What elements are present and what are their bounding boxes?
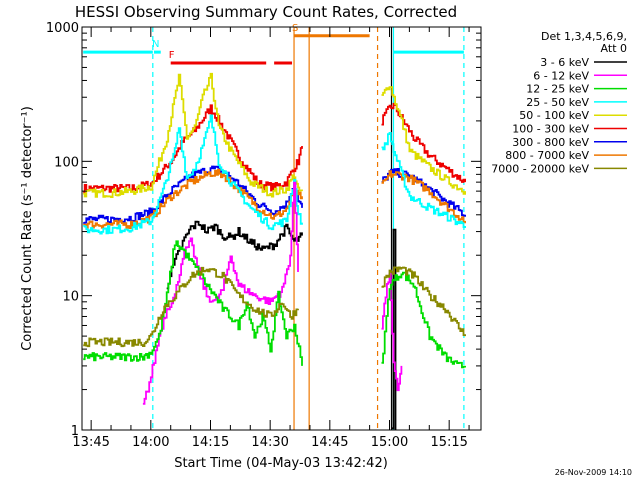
axes: 1 10 100 1000 13:45 14:00 14:15 14:30 14:45 15:00…	[46, 21, 481, 450]
x-tick-label: 15:00	[371, 435, 408, 450]
legend-title: Det 1,3,4,5,6,9,	[541, 30, 627, 43]
legend-label: 50 - 100 keV	[519, 109, 589, 122]
x-tick-label: 14:45	[311, 435, 348, 450]
data-series-line	[381, 132, 466, 228]
data-series-line	[381, 170, 466, 224]
legend-label: 800 - 7000 keV	[505, 149, 589, 162]
plot-area: NF S	[83, 23, 466, 430]
data-series-line	[83, 114, 303, 235]
legend-label: 3 - 6 keV	[540, 56, 589, 69]
x-tick-label: 13:45	[72, 435, 109, 450]
legend-title: Att 0	[601, 42, 627, 55]
legend-label: 7000 - 20000 keV	[491, 162, 589, 175]
data-series-line	[83, 168, 303, 229]
plot-frame	[81, 26, 482, 431]
legend-label: 300 - 800 keV	[512, 136, 589, 149]
x-tick-label: 14:30	[251, 435, 288, 450]
data-series-line	[83, 240, 303, 366]
data-series-line	[381, 266, 466, 337]
legend-label: 6 - 12 keV	[533, 69, 589, 82]
data-series-line	[381, 86, 466, 195]
flag-label: N	[152, 39, 159, 50]
data-series-line	[381, 102, 466, 183]
data-series-line	[83, 266, 299, 348]
y-tick-label: 10	[62, 290, 79, 305]
flag-label: F	[169, 50, 175, 61]
legend-label: 25 - 50 keV	[526, 96, 589, 109]
y-axis-label: Corrected Count Rate (s⁻¹ detector⁻¹)	[20, 106, 35, 351]
x-axis-label: Start Time (04-May-03 13:42:42)	[174, 456, 388, 471]
legend-label: 100 - 300 keV	[512, 123, 589, 136]
x-tick-label: 15:15	[430, 435, 467, 450]
data-series-line	[142, 181, 299, 405]
x-tick-label: 14:00	[132, 435, 169, 450]
footer-timestamp: 26-Nov-2009 14:10	[555, 468, 632, 477]
data-series-line	[381, 273, 403, 392]
y-tick-label: 1000	[46, 21, 79, 36]
data-series-line	[381, 271, 466, 369]
data-series-line	[166, 220, 303, 290]
x-tick-label: 14:15	[192, 435, 229, 450]
chart-title: HESSI Observing Summary Count Rates, Cor…	[75, 3, 457, 21]
legend-label: 12 - 25 keV	[526, 83, 589, 96]
data-series-line	[391, 228, 397, 430]
flag-label: S	[292, 23, 298, 34]
y-tick-label: 100	[54, 155, 79, 170]
y-tick-label: 1	[71, 424, 79, 439]
data-series-line	[83, 72, 303, 198]
